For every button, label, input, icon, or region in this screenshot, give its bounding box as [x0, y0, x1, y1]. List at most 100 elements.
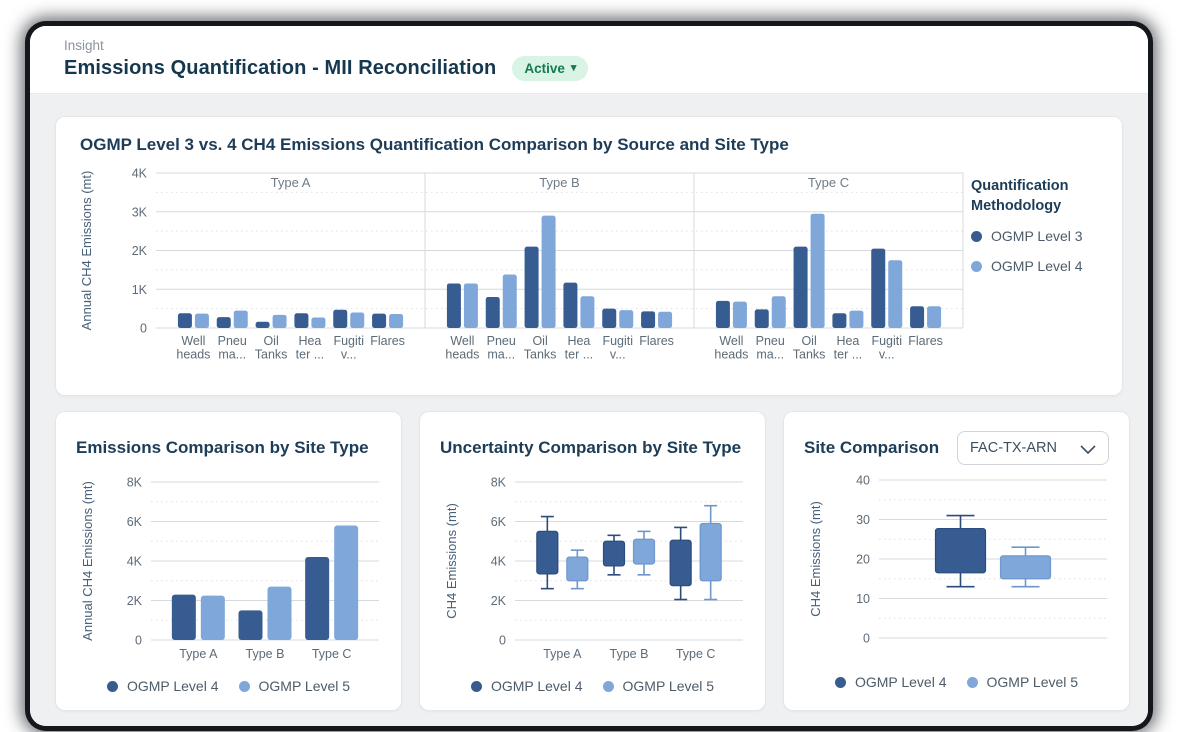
- legend-dot-icon: [971, 260, 982, 272]
- svg-text:0: 0: [140, 322, 147, 336]
- svg-text:CH4 Emissions (mt): CH4 Emissions (mt): [808, 501, 823, 617]
- main-chart-card: OGMP Level 3 vs. 4 CH4 Emissions Quantif…: [55, 116, 1123, 396]
- caret-down-icon: ▾: [570, 62, 577, 74]
- legend-label: OGMP Level 4: [126, 678, 219, 694]
- legend-label: OGMP Level 5: [258, 678, 351, 694]
- svg-text:0: 0: [863, 632, 870, 646]
- svg-text:ter ...: ter ...: [565, 348, 593, 362]
- svg-text:Tanks: Tanks: [793, 348, 826, 362]
- svg-text:v...: v...: [610, 348, 626, 362]
- legend-item: OGMP Level 3: [971, 228, 1098, 244]
- legend-item: OGMP Level 4: [971, 258, 1098, 274]
- svg-text:10: 10: [856, 592, 870, 606]
- grouped-bar-chart: 0 2K 4K 6K 8K Annual CH4 Emissions (mt) Type A…: [80, 476, 379, 661]
- svg-text:ma...: ma...: [487, 348, 515, 362]
- svg-text:4K: 4K: [127, 555, 143, 569]
- legend-dot-icon: [834, 676, 846, 688]
- legend-dot-icon: [966, 676, 978, 688]
- svg-text:Oil: Oil: [532, 334, 547, 348]
- svg-text:1K: 1K: [132, 283, 148, 297]
- breadcrumb: Insight: [64, 38, 104, 53]
- svg-text:Pneu: Pneu: [487, 334, 516, 348]
- svg-text:40: 40: [856, 474, 870, 488]
- svg-text:Hea: Hea: [567, 334, 590, 348]
- legend-dot-icon: [238, 680, 250, 692]
- svg-text:Oil: Oil: [263, 334, 278, 348]
- app-window: Insight Emissions Quantification - MII R…: [30, 26, 1148, 726]
- svg-text:0: 0: [499, 634, 506, 648]
- legend-title: Quantification Methodology: [971, 178, 1069, 214]
- legend-items: OGMP Level 3 OGMP Level 4: [971, 228, 1098, 274]
- svg-text:3K: 3K: [132, 205, 148, 219]
- svg-text:30: 30: [856, 513, 870, 527]
- svg-text:v...: v...: [341, 348, 357, 362]
- main-chart-title: OGMP Level 3 vs. 4 CH4 Emissions Quantif…: [80, 135, 789, 154]
- svg-text:8K: 8K: [127, 476, 143, 490]
- svg-text:Fugiti: Fugiti: [333, 334, 364, 348]
- legend-label: OGMP Level 4: [991, 258, 1083, 275]
- legend-label: OGMP Level 5: [986, 674, 1079, 690]
- svg-text:Oil: Oil: [801, 334, 816, 348]
- svg-text:Type A: Type A: [179, 647, 218, 661]
- svg-text:4K: 4K: [132, 167, 148, 181]
- svg-text:Annual CH4 Emissions (mt): Annual CH4 Emissions (mt): [80, 171, 94, 331]
- svg-text:Well: Well: [181, 334, 205, 348]
- svg-text:Type C: Type C: [676, 647, 716, 661]
- box-plot-chart: 0 10 20 30 40 CH4 Emissions (mt): [808, 474, 1107, 646]
- box-plot-chart: 0 2K 4K 6K 8K CH4 Emissions (mt) Type A Type B T…: [444, 476, 743, 661]
- svg-text:Hea: Hea: [836, 334, 859, 348]
- faceted-bar-chart: 0 1K 2K 3K 4K Annual CH4 Emissions (mt) Type A…: [80, 167, 964, 362]
- legend-item: OGMP Level 5: [238, 678, 351, 694]
- svg-text:Pneu: Pneu: [218, 334, 247, 348]
- legend-label: OGMP Level 4: [854, 674, 947, 690]
- svg-text:heads: heads: [176, 348, 210, 362]
- svg-text:Type B: Type B: [610, 647, 649, 661]
- site-selector[interactable]: FAC-TX-ARN: [957, 431, 1109, 465]
- chevron-down-icon: [1080, 444, 1096, 454]
- legend-dot-icon: [470, 680, 482, 692]
- svg-text:ma...: ma...: [756, 348, 784, 362]
- svg-text:ter ...: ter ...: [834, 348, 862, 362]
- svg-text:2K: 2K: [132, 244, 148, 258]
- legend-label: OGMP Level 5: [622, 678, 715, 694]
- svg-text:Pneu: Pneu: [756, 334, 785, 348]
- legend-item: OGMP Level 4: [106, 678, 219, 694]
- site-selector-value: FAC-TX-ARN: [970, 440, 1057, 456]
- svg-text:Type B: Type B: [539, 175, 579, 190]
- chart-legend: OGMP Level 4 OGMP Level 5: [76, 678, 381, 694]
- svg-text:v...: v...: [879, 348, 895, 362]
- svg-text:Annual CH4 Emissions (mt): Annual CH4 Emissions (mt): [80, 481, 95, 641]
- dashboard-content: OGMP Level 3 vs. 4 CH4 Emissions Quantif…: [30, 94, 1148, 726]
- svg-text:Type A: Type A: [543, 647, 582, 661]
- svg-text:6K: 6K: [491, 515, 507, 529]
- svg-text:Well: Well: [450, 334, 474, 348]
- svg-text:ter ...: ter ...: [296, 348, 324, 362]
- svg-text:ma...: ma...: [218, 348, 246, 362]
- page-title: Emissions Quantification - MII Reconcili…: [64, 57, 497, 79]
- status-badge-label: Active: [524, 61, 565, 76]
- svg-text:heads: heads: [714, 348, 748, 362]
- emissions-comparison-title: Emissions Comparison by Site Type: [76, 438, 369, 457]
- svg-text:0: 0: [135, 634, 142, 648]
- svg-text:CH4 Emissions (mt): CH4 Emissions (mt): [444, 503, 459, 619]
- svg-text:Type C: Type C: [808, 175, 849, 190]
- legend-item: OGMP Level 4: [834, 674, 947, 690]
- svg-text:Fugiti: Fugiti: [602, 334, 633, 348]
- svg-text:20: 20: [856, 553, 870, 567]
- svg-text:2K: 2K: [491, 594, 507, 608]
- svg-text:Type A: Type A: [271, 175, 311, 190]
- svg-text:6K: 6K: [127, 515, 143, 529]
- svg-text:Tanks: Tanks: [255, 348, 288, 362]
- legend-dot-icon: [602, 680, 614, 692]
- site-comparison-card: Site Comparison FAC-TX-ARN 0 10 20 30 40 CH4 …: [783, 411, 1130, 711]
- svg-text:Tanks: Tanks: [524, 348, 557, 362]
- svg-text:Flares: Flares: [908, 334, 943, 348]
- svg-text:Flares: Flares: [639, 334, 674, 348]
- status-badge[interactable]: Active ▾: [512, 56, 589, 81]
- uncertainty-comparison-card: Uncertainty Comparison by Site Type 0 2K 4…: [419, 411, 766, 711]
- emissions-comparison-card: Emissions Comparison by Site Type 0 2K 4K 6…: [55, 411, 402, 711]
- svg-text:4K: 4K: [491, 555, 507, 569]
- legend-label: OGMP Level 4: [490, 678, 583, 694]
- svg-text:Type C: Type C: [312, 647, 352, 661]
